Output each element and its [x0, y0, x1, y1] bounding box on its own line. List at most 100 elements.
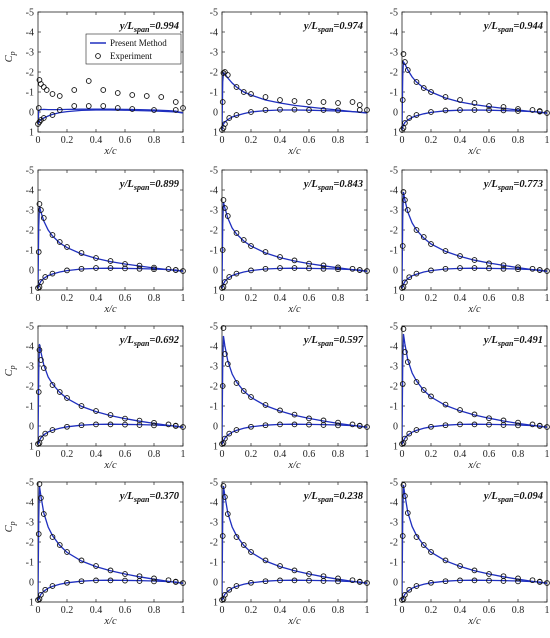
- experiment-point: [500, 578, 507, 584]
- x-tick-label: 0.4: [274, 449, 287, 460]
- y-tick-label: -2: [210, 68, 218, 79]
- experiment-point: [165, 421, 172, 428]
- experiment-point: [486, 415, 492, 422]
- x-tick-label: 0.4: [274, 135, 287, 146]
- experiment-point: [291, 567, 298, 574]
- experiment-point: [356, 267, 363, 273]
- experiment-point: [457, 97, 463, 103]
- experiment-point: [165, 577, 172, 584]
- y-tick-label: -4: [210, 342, 218, 353]
- experiment-point: [233, 230, 240, 236]
- experiment-point: [471, 421, 478, 428]
- experiment-point: [71, 103, 78, 109]
- experiment-point: [428, 89, 434, 95]
- experiment-point: [248, 109, 254, 115]
- experiment-point: [428, 393, 434, 400]
- experiment-point: [262, 265, 269, 272]
- experiment-point: [36, 284, 43, 290]
- experiment-point: [442, 248, 449, 254]
- experiment-point: [224, 361, 231, 367]
- experiment-point: [38, 207, 44, 213]
- experiment-point: [136, 578, 143, 584]
- experiment-point: [515, 578, 521, 585]
- y-tick-label: 0: [213, 422, 218, 433]
- experiment-point: [219, 383, 226, 389]
- experiment-point: [107, 412, 114, 418]
- x-tick-label: 0: [36, 605, 41, 616]
- experiment-point: [42, 274, 49, 280]
- experiment-point: [220, 284, 227, 290]
- experiment-point: [457, 253, 463, 259]
- x-tick-label: 0.8: [332, 135, 345, 146]
- experiment-point: [219, 441, 225, 447]
- experiment-point: [248, 579, 254, 586]
- experiment-point: [180, 424, 186, 430]
- experiment-point: [219, 285, 225, 291]
- experiment-point: [335, 422, 341, 429]
- y-tick-label: -4: [26, 28, 34, 39]
- experiment-point: [486, 107, 492, 113]
- experiment-point: [335, 575, 341, 582]
- x-tick-label: 0: [220, 449, 225, 460]
- experiment-point: [35, 597, 41, 603]
- experiment-point: [35, 441, 41, 447]
- experiment-point: [122, 571, 128, 577]
- experiment-point: [248, 394, 254, 400]
- experiment-point: [356, 107, 363, 113]
- experiment-point: [248, 91, 254, 97]
- experiment-point: [364, 424, 370, 430]
- x-tick-label: 0: [400, 605, 405, 616]
- x-tick-label: 0: [220, 605, 225, 616]
- experiment-point: [428, 579, 434, 586]
- y-tick-label: 0: [393, 266, 398, 277]
- y-tick-label: -5: [26, 166, 34, 177]
- experiment-point: [306, 421, 312, 428]
- subplot-8: 0 0.2 0.4 0.6 0.8 1-5-4-3-2-101x/cy/Lspan=0.5…: [210, 322, 370, 471]
- y-tick-label: -2: [390, 382, 398, 393]
- x-tick-label: 0.6: [119, 135, 132, 146]
- experiment-point: [306, 107, 312, 113]
- y-tick-label: -4: [390, 186, 398, 197]
- experiment-point: [500, 422, 507, 428]
- experiment-point: [399, 97, 406, 103]
- experiment-point: [151, 575, 157, 582]
- experiment-point: [457, 563, 463, 569]
- y-tick-label: -4: [390, 28, 398, 39]
- experiment-point: [151, 578, 157, 585]
- experiment-point: [240, 542, 247, 548]
- experiment-point: [471, 411, 478, 418]
- experiment-point: [536, 267, 543, 273]
- y-tick-label: 1: [393, 286, 398, 297]
- experiment-point: [35, 105, 42, 111]
- x-tick-label: 0.6: [119, 449, 132, 460]
- y-axis-label: Cp: [4, 521, 17, 532]
- experiment-point: [248, 423, 254, 430]
- y-tick-label: -1: [210, 402, 218, 413]
- y-tick-label: 1: [213, 598, 218, 609]
- experiment-point: [226, 115, 233, 121]
- x-tick-label: 1: [545, 293, 550, 304]
- experiment-point: [100, 103, 107, 109]
- x-tick-label: 0.2: [425, 293, 438, 304]
- x-tick-label: 0: [36, 293, 41, 304]
- y-tick-label: -3: [26, 518, 34, 529]
- x-axis-label: x/c: [103, 146, 117, 157]
- experiment-point: [122, 421, 128, 428]
- experiment-point: [38, 591, 44, 598]
- y-axis-label: Cp: [4, 365, 17, 376]
- experiment-point: [402, 197, 408, 203]
- experiment-point: [515, 422, 521, 429]
- experiment-point: [172, 267, 179, 273]
- x-tick-label: 0.4: [274, 293, 287, 304]
- y-tick-label: -1: [26, 246, 34, 257]
- experiment-point: [457, 421, 463, 428]
- y-tick-label: -1: [210, 558, 218, 569]
- experiment-point: [406, 115, 413, 121]
- experiment-point: [457, 407, 463, 413]
- experiment-point: [413, 79, 420, 85]
- y-tick-label: -5: [390, 166, 398, 177]
- x-axis-label: x/c: [103, 616, 117, 627]
- experiment-point: [291, 98, 298, 104]
- legend-label-experiment: Experiment: [110, 51, 152, 61]
